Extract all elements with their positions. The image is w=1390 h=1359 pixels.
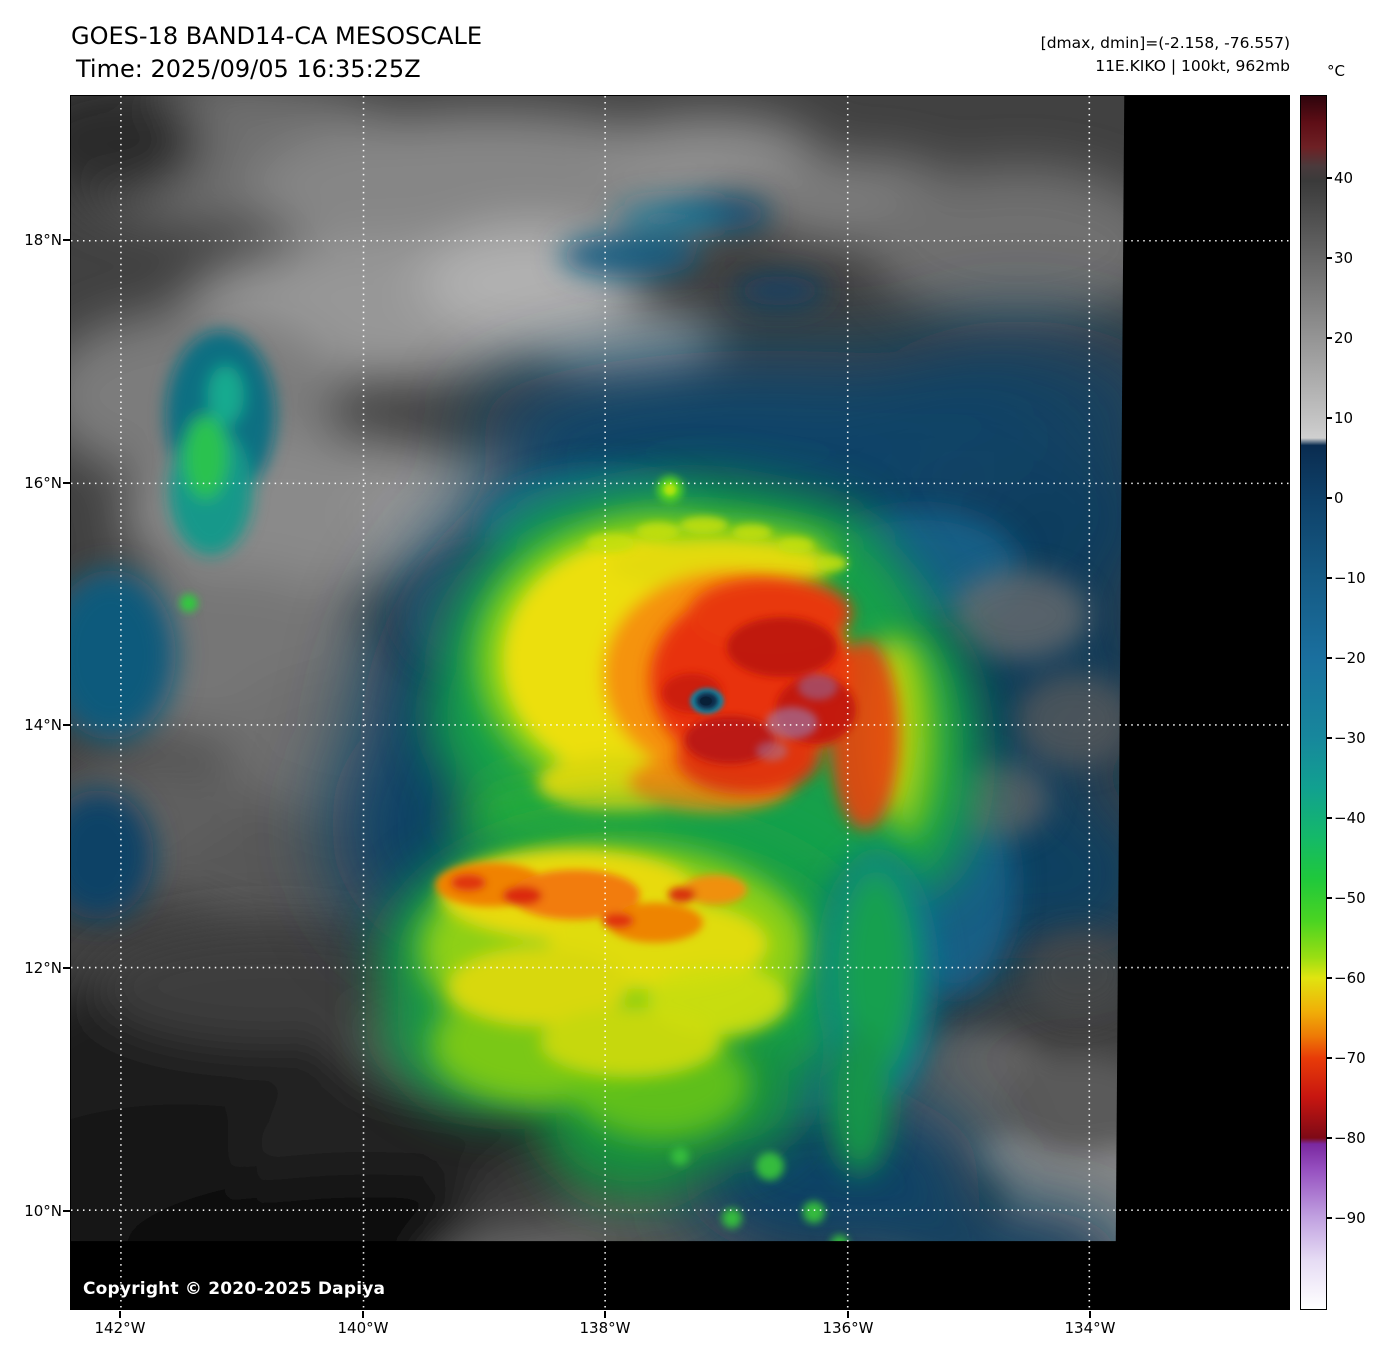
satellite-imagery [71,96,1289,1309]
lat-label: 12°N [24,959,62,977]
colorbar-tick [1327,257,1332,259]
colorbar-tick [1327,817,1332,819]
colorbar-tick-label: 10 [1334,409,1354,427]
colorbar-tick [1327,337,1332,339]
lon-tick [847,1311,849,1318]
dmax-dmin-readout: [dmax, dmin]=(-2.158, -76.557) [1040,34,1290,52]
colorbar-tick [1327,737,1332,739]
colorbar-tick [1327,977,1332,979]
colorbar-tick [1327,897,1332,899]
colorbar-tick-label: −40 [1334,809,1366,827]
colorbar-tick-label: 20 [1334,329,1354,347]
colorbar-tick [1327,1217,1332,1219]
colorbar-unit-label: °C [1327,62,1345,80]
product-time: Time: 2025/09/05 16:35:25Z [76,55,421,83]
colorbar-tick-label: −60 [1334,969,1366,987]
colorbar-tick-label: 40 [1334,169,1354,187]
lat-tick [63,1210,70,1212]
lat-label: 14°N [24,716,62,734]
product-title: GOES-18 BAND14-CA MESOSCALE [71,22,482,50]
lon-label: 142°W [94,1319,146,1337]
colorbar-tick-label: −30 [1334,729,1366,747]
lon-tick [119,1311,121,1318]
colorbar-tick [1327,1057,1332,1059]
satellite-map-panel: Copyright © 2020-2025 Dapiya [70,95,1290,1310]
colorbar-tick [1327,177,1332,179]
colorbar-tick [1327,417,1332,419]
colorbar-tick-label: −20 [1334,649,1366,667]
colorbar-tick-label: −90 [1334,1209,1366,1227]
colorbar-tick-label: −10 [1334,569,1366,587]
lon-tick [604,1311,606,1318]
colorbar-tick-label: −70 [1334,1049,1366,1067]
colorbar-tick-label: −50 [1334,889,1366,907]
lat-tick [63,967,70,969]
lon-tick [362,1311,364,1318]
colorbar-tick-label: −80 [1334,1129,1366,1147]
colorbar-tick-label: 0 [1334,489,1344,507]
lat-tick [63,239,70,241]
lat-tick [63,724,70,726]
lon-label: 134°W [1064,1319,1116,1337]
lon-label: 136°W [822,1319,874,1337]
product-stats: [dmax, dmin]=(-2.158, -76.557) 11E.KIKO … [1041,32,1290,78]
lat-tick [63,482,70,484]
lat-label: 10°N [24,1202,62,1220]
colorbar-tick-label: 30 [1334,249,1354,267]
copyright-watermark: Copyright © 2020-2025 Dapiya [83,1279,386,1299]
temperature-colorbar [1300,95,1327,1310]
colorbar-tick [1327,657,1332,659]
colorbar-tick [1327,497,1332,499]
lon-tick [1089,1311,1091,1318]
lon-label: 140°W [337,1319,389,1337]
storm-intensity-readout: 11E.KIKO | 100kt, 962mb [1095,57,1290,75]
lat-label: 18°N [24,231,62,249]
lon-label: 138°W [579,1319,631,1337]
colorbar-tick [1327,577,1332,579]
lat-label: 16°N [24,474,62,492]
colorbar-tick [1327,1137,1332,1139]
